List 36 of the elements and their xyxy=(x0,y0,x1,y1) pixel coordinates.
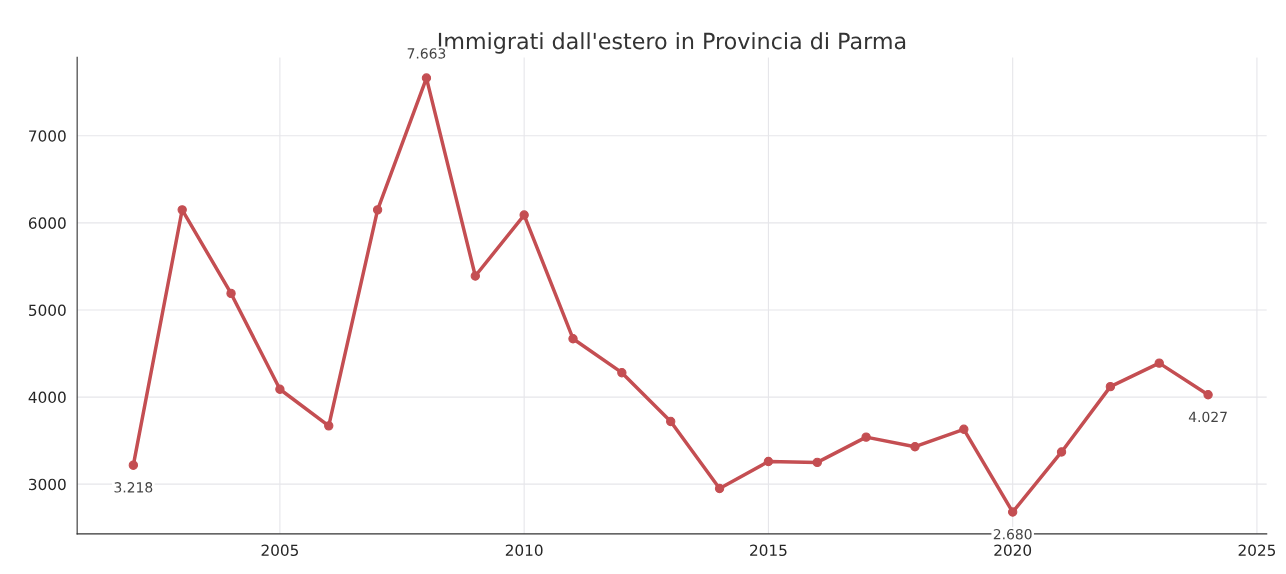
point xyxy=(666,416,676,427)
point xyxy=(324,421,334,431)
point xyxy=(1105,381,1116,392)
x-tick-label: 2005 xyxy=(261,544,298,557)
point xyxy=(1056,447,1067,457)
point xyxy=(763,456,774,467)
data-label: 4.027 xyxy=(1188,411,1227,423)
y-tick-label: 4000 xyxy=(28,391,66,404)
point xyxy=(275,384,285,394)
point xyxy=(372,205,383,215)
x-tick-label: 2015 xyxy=(750,544,787,557)
data-label: 2.680 xyxy=(993,528,1032,540)
point xyxy=(226,288,236,299)
point xyxy=(714,483,725,494)
point xyxy=(861,432,871,442)
point xyxy=(959,424,969,434)
x-tick-label: 2010 xyxy=(505,544,543,557)
point xyxy=(421,73,432,83)
y-tick-label: 5000 xyxy=(29,304,66,316)
point xyxy=(470,271,480,281)
point xyxy=(1154,358,1164,368)
data-label: 3.218 xyxy=(114,482,153,493)
point xyxy=(617,368,627,378)
y-tick-label: 3000 xyxy=(29,478,66,491)
y-tick-label: 6000 xyxy=(28,217,66,229)
point xyxy=(568,334,578,344)
point xyxy=(1203,390,1213,400)
point xyxy=(812,457,822,468)
point xyxy=(1007,507,1018,517)
x-tick-label: 2025 xyxy=(1238,544,1276,557)
point xyxy=(177,205,187,215)
point xyxy=(519,210,529,220)
y-tick-label: 7000 xyxy=(29,130,66,142)
x-tick-label: 2020 xyxy=(994,544,1032,557)
point xyxy=(910,442,920,452)
point xyxy=(128,460,139,470)
